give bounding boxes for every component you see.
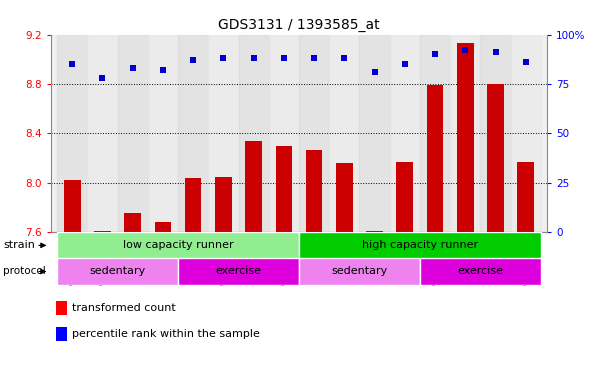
Bar	[185, 178, 201, 232]
Bar	[366, 231, 383, 232]
Text: protocol: protocol	[3, 266, 46, 276]
Point	[158, 67, 168, 73]
Bar	[517, 162, 534, 232]
Text: strain: strain	[3, 240, 35, 250]
Bar	[215, 177, 232, 232]
Text: transformed count: transformed count	[72, 303, 175, 313]
Bar	[511, 35, 541, 232]
Bar	[306, 149, 322, 232]
Bar	[245, 141, 262, 232]
Bar	[480, 35, 511, 232]
Bar	[118, 35, 148, 232]
Text: percentile rank within the sample: percentile rank within the sample	[72, 329, 260, 339]
Text: sedentary: sedentary	[90, 266, 145, 276]
Bar	[154, 222, 171, 232]
Text: exercise: exercise	[457, 266, 504, 276]
Text: exercise: exercise	[216, 266, 261, 276]
Bar	[299, 232, 541, 258]
Text: sedentary: sedentary	[331, 266, 388, 276]
Bar	[487, 84, 504, 232]
Bar	[276, 146, 292, 232]
Bar	[359, 35, 389, 232]
Bar	[87, 35, 118, 232]
Bar	[94, 231, 111, 232]
Bar	[457, 43, 474, 232]
Bar	[56, 327, 67, 341]
Bar	[148, 35, 178, 232]
Point	[340, 55, 349, 61]
Point	[490, 49, 500, 55]
Bar	[178, 258, 299, 285]
Bar	[389, 35, 420, 232]
Bar	[427, 85, 444, 232]
Bar	[420, 35, 450, 232]
Bar	[57, 232, 299, 258]
Bar	[269, 35, 299, 232]
Point	[430, 51, 440, 58]
Bar	[64, 180, 81, 232]
Point	[67, 61, 77, 67]
Bar	[239, 35, 269, 232]
Bar	[178, 35, 209, 232]
Point	[98, 75, 108, 81]
Point	[521, 59, 531, 65]
Bar	[420, 258, 541, 285]
Bar	[450, 35, 480, 232]
Title: GDS3131 / 1393585_at: GDS3131 / 1393585_at	[218, 18, 380, 32]
Bar	[329, 35, 359, 232]
Point	[188, 57, 198, 63]
Bar	[299, 258, 420, 285]
Point	[279, 55, 288, 61]
Bar	[56, 301, 67, 315]
Point	[249, 55, 258, 61]
Bar	[209, 35, 239, 232]
Point	[400, 61, 410, 67]
Point	[219, 55, 228, 61]
Text: high capacity runner: high capacity runner	[362, 240, 478, 250]
Point	[370, 69, 379, 75]
Point	[128, 65, 138, 71]
Bar	[124, 213, 141, 232]
Text: low capacity runner: low capacity runner	[123, 240, 233, 250]
Bar	[57, 258, 178, 285]
Bar	[299, 35, 329, 232]
Point	[310, 55, 319, 61]
Bar	[57, 35, 87, 232]
Bar	[336, 163, 353, 232]
Bar	[397, 162, 413, 232]
Point	[460, 47, 470, 53]
